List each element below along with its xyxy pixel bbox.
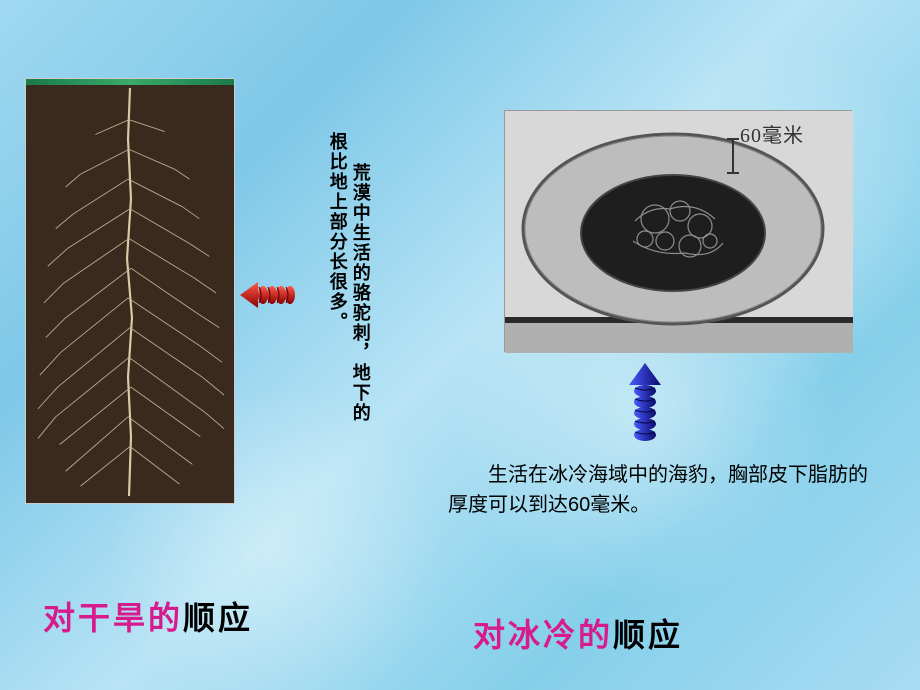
camel-thorn-text-line2: 根比地上部分长很多。 [327, 132, 348, 332]
camel-thorn-text-line1: 荒漠中生活的骆驼刺，地下的 [350, 163, 371, 423]
camel-thorn-root-photo [25, 78, 235, 504]
title-left-a: 对干旱的 [43, 600, 183, 636]
title-drought-adaptation: 对干旱的顺应 [43, 593, 253, 639]
title-right-b: 顺应 [613, 617, 683, 653]
blue-arrow-icon [626, 363, 664, 441]
title-left-b: 顺应 [183, 600, 253, 636]
root-illustration [26, 79, 234, 503]
red-arrow-icon [240, 278, 300, 312]
vt2-part-a: 根比地上部分 [328, 132, 348, 252]
title-cold-adaptation: 对冰冷的顺应 [473, 610, 683, 656]
seal-thickness-label: 60毫米 [740, 119, 804, 148]
vt2-part-c: 很多。 [328, 272, 348, 332]
title-right-a: 对冰冷的 [473, 617, 613, 653]
seal-caption: 生活在冰冷海域中的海豹，胸部皮下脂肪的厚度可以到达60毫米。 [448, 460, 878, 520]
vt2-part-b: 长 [328, 252, 348, 272]
